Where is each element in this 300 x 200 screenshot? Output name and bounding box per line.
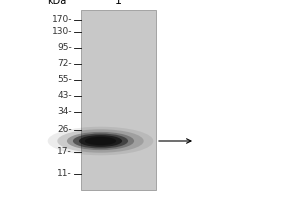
FancyBboxPatch shape	[81, 10, 156, 190]
Text: 130-: 130-	[52, 27, 72, 36]
Text: 1: 1	[115, 0, 122, 6]
Text: 11-: 11-	[57, 170, 72, 178]
Ellipse shape	[90, 138, 111, 144]
Text: 55-: 55-	[57, 75, 72, 84]
Text: 170-: 170-	[52, 16, 72, 24]
Text: 34-: 34-	[57, 108, 72, 116]
Ellipse shape	[67, 132, 134, 150]
Ellipse shape	[73, 134, 128, 148]
Text: 95-: 95-	[57, 44, 72, 52]
Text: 43-: 43-	[57, 92, 72, 100]
Ellipse shape	[48, 127, 153, 155]
Text: 17-: 17-	[57, 148, 72, 156]
Ellipse shape	[85, 137, 116, 145]
Ellipse shape	[79, 135, 122, 147]
Text: 26-: 26-	[57, 126, 72, 134]
Ellipse shape	[57, 129, 144, 153]
Text: 72-: 72-	[57, 60, 72, 68]
Text: kDa: kDa	[47, 0, 67, 6]
